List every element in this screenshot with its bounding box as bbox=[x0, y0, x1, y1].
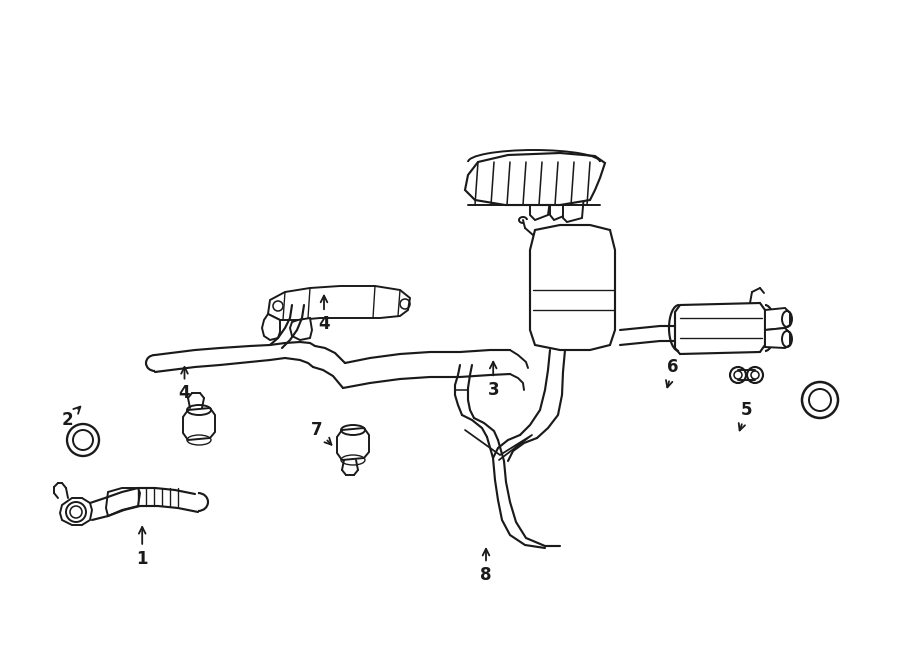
Text: 4: 4 bbox=[179, 367, 190, 403]
Text: 3: 3 bbox=[488, 362, 499, 399]
Polygon shape bbox=[268, 286, 410, 320]
Text: 8: 8 bbox=[481, 549, 491, 584]
Text: 7: 7 bbox=[311, 420, 331, 445]
Polygon shape bbox=[465, 153, 605, 205]
Polygon shape bbox=[765, 328, 790, 348]
Text: 2: 2 bbox=[62, 407, 80, 429]
Polygon shape bbox=[183, 408, 215, 440]
Polygon shape bbox=[337, 428, 369, 460]
Polygon shape bbox=[106, 488, 140, 516]
Text: 5: 5 bbox=[739, 401, 752, 430]
Polygon shape bbox=[262, 314, 280, 340]
Text: 6: 6 bbox=[666, 358, 679, 387]
Polygon shape bbox=[550, 170, 568, 220]
Polygon shape bbox=[290, 318, 312, 340]
Polygon shape bbox=[530, 175, 550, 220]
Polygon shape bbox=[530, 225, 615, 350]
Polygon shape bbox=[563, 162, 584, 222]
Text: 1: 1 bbox=[137, 527, 148, 568]
Polygon shape bbox=[60, 498, 92, 525]
Polygon shape bbox=[675, 303, 765, 354]
Polygon shape bbox=[765, 308, 790, 330]
Text: 4: 4 bbox=[319, 295, 329, 333]
